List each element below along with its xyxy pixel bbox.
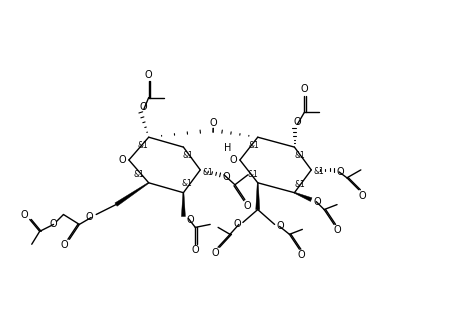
Text: &1: &1 xyxy=(247,170,258,179)
Text: &1: &1 xyxy=(137,141,148,150)
Polygon shape xyxy=(181,193,185,217)
Text: &1: &1 xyxy=(182,179,193,188)
Text: O: O xyxy=(313,197,321,207)
Text: O: O xyxy=(300,84,308,94)
Text: &1: &1 xyxy=(203,168,213,178)
Text: O: O xyxy=(358,191,365,201)
Text: O: O xyxy=(298,250,305,260)
Text: O: O xyxy=(191,245,199,255)
Text: O: O xyxy=(243,201,251,210)
Text: O: O xyxy=(140,102,147,113)
Text: O: O xyxy=(222,172,230,182)
Text: O: O xyxy=(333,225,341,235)
Text: &1: &1 xyxy=(314,167,325,176)
Text: &1: &1 xyxy=(133,170,144,179)
Text: H: H xyxy=(224,143,232,153)
Text: O: O xyxy=(277,221,284,231)
Text: O: O xyxy=(60,240,68,250)
Text: &1: &1 xyxy=(183,151,194,159)
Text: O: O xyxy=(233,219,241,230)
Polygon shape xyxy=(294,192,312,202)
Text: O: O xyxy=(229,155,237,165)
Text: O: O xyxy=(118,155,126,165)
Text: &1: &1 xyxy=(294,180,305,189)
Text: O: O xyxy=(145,70,153,80)
Text: O: O xyxy=(21,210,28,219)
Text: O: O xyxy=(186,216,194,225)
Polygon shape xyxy=(115,182,149,206)
Text: O: O xyxy=(209,118,217,128)
Text: O: O xyxy=(86,212,93,223)
Text: O: O xyxy=(50,219,57,230)
Text: O: O xyxy=(294,117,301,127)
Text: &1: &1 xyxy=(248,141,259,150)
Text: &1: &1 xyxy=(295,151,306,159)
Text: O: O xyxy=(211,248,219,258)
Text: O: O xyxy=(336,167,344,177)
Polygon shape xyxy=(256,183,260,210)
